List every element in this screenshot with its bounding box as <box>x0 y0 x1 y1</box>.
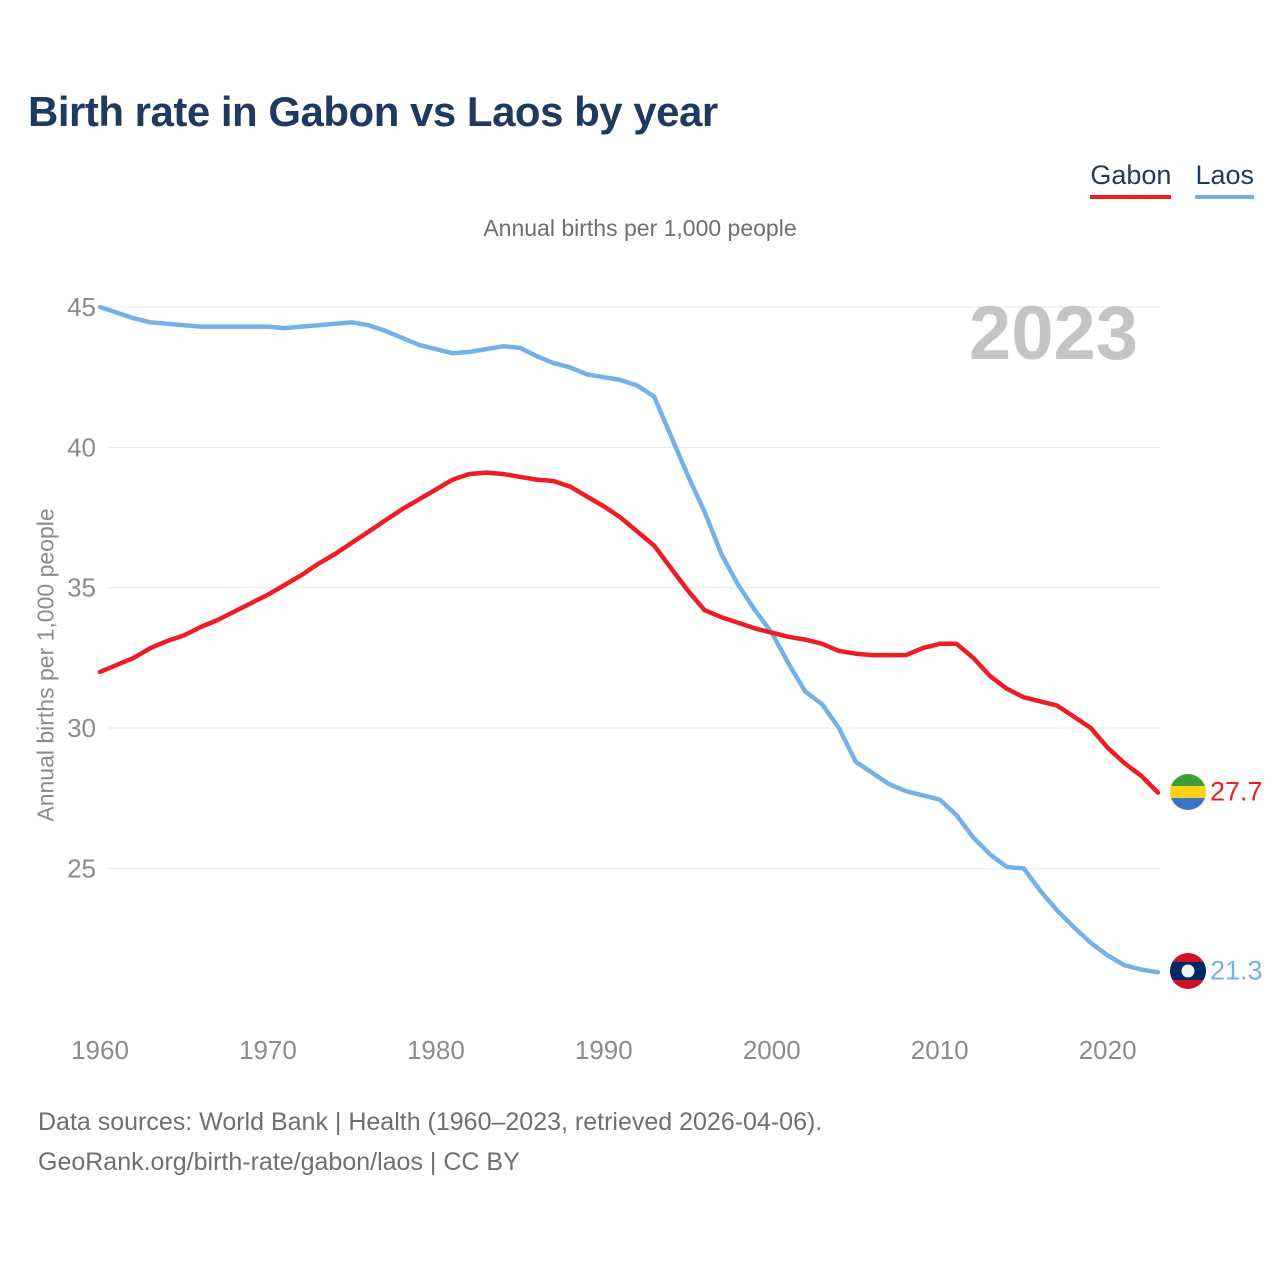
y-axis-title: Annual births per 1,000 people <box>32 508 59 822</box>
legend: Gabon Laos <box>1090 161 1254 199</box>
flag-stripe <box>1170 953 1206 962</box>
laos-flag-icon <box>1170 953 1206 989</box>
footer: Data sources: World Bank | Health (1960–… <box>38 1102 822 1182</box>
flag-stripe <box>1170 786 1206 798</box>
flag-stripe <box>1170 774 1206 786</box>
x-tick-label: 2000 <box>743 1035 801 1065</box>
y-tick-label: 40 <box>67 432 96 462</box>
y-tick-label: 25 <box>67 853 96 883</box>
watermark-year: 2023 <box>968 291 1138 376</box>
y-tick-label: 30 <box>67 713 96 743</box>
flag-stripe <box>1170 980 1206 989</box>
laos-end-label: 21.3 <box>1210 955 1263 986</box>
gabon-flag-icon <box>1170 774 1206 810</box>
legend-item-laos[interactable]: Laos <box>1195 161 1254 199</box>
gabon-line <box>97 470 1161 795</box>
y-tick-label: 45 <box>67 292 96 322</box>
chart-subtitle: Annual births per 1,000 people <box>483 215 797 241</box>
x-tick-label: 2010 <box>911 1035 969 1065</box>
laos-line <box>97 304 1161 975</box>
y-tick-label: 35 <box>67 573 96 603</box>
flag-disc <box>1181 964 1195 978</box>
footer-link: GeoRank.org/birth-rate/gabon/laos | CC B… <box>38 1148 520 1176</box>
x-tick-label: 1960 <box>71 1035 129 1065</box>
gabon-end-label: 27.7 <box>1210 776 1263 807</box>
footer-sources: Data sources: World Bank | Health (1960–… <box>38 1108 823 1136</box>
page-title: Birth rate in Gabon vs Laos by year <box>28 88 718 135</box>
x-tick-label: 1970 <box>239 1035 297 1065</box>
legend-item-gabon[interactable]: Gabon <box>1090 161 1172 199</box>
flag-stripe <box>1170 798 1206 810</box>
x-tick-label: 2020 <box>1079 1035 1137 1065</box>
x-tick-label: 1980 <box>407 1035 465 1065</box>
x-tick-label: 1990 <box>575 1035 633 1065</box>
